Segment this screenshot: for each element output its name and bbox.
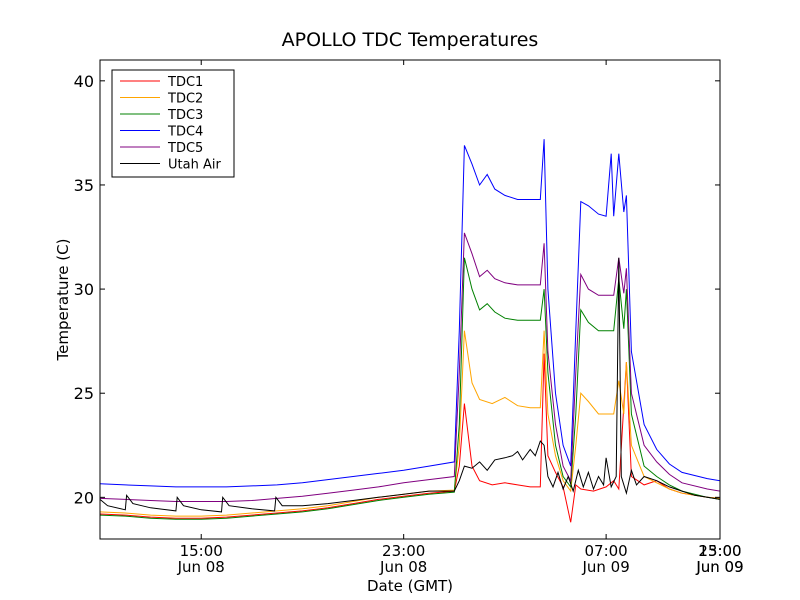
y-tick-label: 25	[74, 384, 94, 403]
legend-label: TDC5	[167, 141, 203, 156]
y-axis-label: Temperature (C)	[54, 239, 72, 362]
x-tick-label-date: Jun 09	[581, 558, 629, 576]
y-tick-label: 35	[74, 176, 94, 195]
series-line-tdc2	[100, 330, 720, 517]
chart-title: APOLLO TDC Temperatures	[282, 29, 539, 51]
x-tick-label-time: 23:00	[698, 542, 741, 560]
plot-frame	[99, 59, 721, 540]
series-line-tdc3	[100, 257, 720, 520]
x-tick-label-date: Jun 09	[695, 558, 743, 576]
y-tick-label: 40	[74, 72, 94, 91]
x-tick-label-time: 23:00	[382, 542, 425, 560]
series-line-tdc4	[100, 139, 720, 488]
series-line-utah-air	[100, 257, 720, 513]
x-tick-label-date: Jun 09	[695, 558, 743, 576]
x-tick-label-time: 15:00	[180, 542, 223, 560]
legend-label: TDC1	[167, 75, 203, 90]
legend-label: TDC3	[167, 108, 203, 123]
y-tick-label: 30	[74, 280, 94, 299]
x-tick-label-time: 15:00	[698, 542, 741, 560]
legend-label: TDC4	[167, 125, 203, 140]
x-tick-label-date: Jun 08	[177, 558, 225, 576]
legend-label: TDC2	[167, 92, 203, 107]
legend-label: Utah Air	[168, 158, 221, 173]
x-tick-label-date: Jun 08	[379, 558, 427, 576]
x-axis-label: Date (GMT)	[367, 577, 453, 595]
series-layer	[100, 139, 720, 523]
series-line-tdc5	[100, 232, 720, 502]
x-tick-label-time: 07:00	[585, 542, 628, 560]
y-tick-label: 20	[74, 488, 94, 507]
series-line-tdc1	[100, 353, 720, 523]
legend-box	[111, 69, 235, 178]
